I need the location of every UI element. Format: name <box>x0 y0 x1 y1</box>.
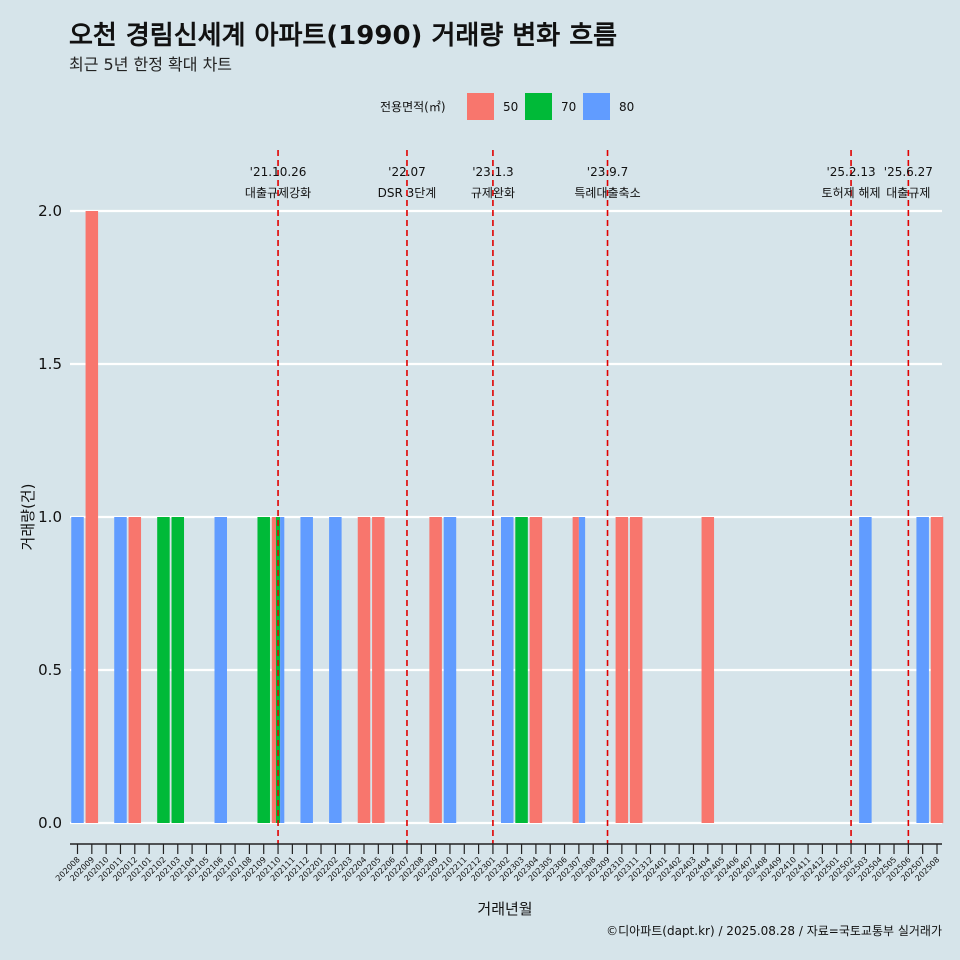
event-date: '23.1.3 <box>472 165 513 179</box>
bar-202507-80 <box>916 517 929 823</box>
bars <box>71 211 944 823</box>
bar-202204-50 <box>357 517 371 823</box>
event-date: '25.6.27 <box>884 165 933 179</box>
y-axis: 0.0 0.5 1.0 1.5 2.0 <box>38 202 62 832</box>
event-date: '21.10.26 <box>250 165 307 179</box>
bar-202008-80 <box>71 517 84 823</box>
event-date: '25.2.13 <box>826 165 875 179</box>
bar-202302-80 <box>501 517 514 823</box>
event-label: DSR 3단계 <box>378 186 437 200</box>
y-tick-label: 1.5 <box>38 355 62 373</box>
event-label: 토허제 해제 <box>822 186 881 200</box>
bar-202103-70 <box>171 517 185 823</box>
event-date: '22.07 <box>388 165 426 179</box>
bar-202311-50 <box>629 517 643 823</box>
event-label: 대출규제 <box>886 186 930 200</box>
bar-202202-80 <box>329 517 342 823</box>
legend-label-50: 50 <box>503 100 518 114</box>
bar-202503-80 <box>859 517 872 823</box>
bar-202112-80 <box>300 517 313 823</box>
event-label: 특례대출축소 <box>574 186 640 200</box>
x-axis-title: 거래년월 <box>477 900 532 918</box>
chart-title: 오천 경림신세계 아파트(1990) 거래량 변화 흐름 <box>69 21 617 51</box>
bar-202307-50 <box>572 517 579 823</box>
y-tick-label: 2.0 <box>38 202 62 220</box>
bar-202106-80 <box>214 517 227 823</box>
bar-202210-80 <box>443 517 457 823</box>
event-label: 대출규제강화 <box>245 186 311 200</box>
bar-202307-80 <box>578 517 586 823</box>
y-tick-label: 0.5 <box>38 661 62 679</box>
bar-202102-70 <box>157 517 170 823</box>
bar-202109-70 <box>257 517 270 823</box>
bar-202110-50 <box>271 517 276 823</box>
y-tick-label: 1.0 <box>38 508 62 526</box>
legend-swatch-80 <box>583 93 610 120</box>
bar-202209-50 <box>429 517 442 823</box>
y-tick-label: 0.0 <box>38 814 62 832</box>
legend-title: 전용면적(㎡) <box>380 100 446 114</box>
legend-swatch-70 <box>525 93 552 120</box>
event-label: 규제완화 <box>471 186 515 200</box>
chart-subtitle: 최근 5년 한정 확대 차트 <box>69 55 232 74</box>
source-caption: ©디아파트(dapt.kr) / 2025.08.28 / 자료=국토교통부 실… <box>606 924 942 938</box>
event-date: '23.9.7 <box>587 165 628 179</box>
bar-202303-70 <box>515 517 528 823</box>
bar-202012-50 <box>128 517 142 823</box>
legend-swatch-50 <box>467 93 494 120</box>
bar-202009-50 <box>85 211 99 823</box>
legend-label-80: 80 <box>619 100 634 114</box>
bar-202205-50 <box>372 517 385 823</box>
y-axis-title: 거래량(건) <box>19 484 37 551</box>
bar-202011-80 <box>114 517 127 823</box>
bar-202304-50 <box>529 517 543 823</box>
bar-202310-50 <box>615 517 629 823</box>
bar-202404-50 <box>701 517 715 823</box>
legend-label-70: 70 <box>561 100 576 114</box>
legend: 전용면적(㎡) 50 70 80 <box>380 93 634 120</box>
event-markers: '21.10.26 대출규제강화 '22.07 DSR 3단계 '23.1.3 규제완화 '… <box>245 150 933 844</box>
bar-202110-80 <box>280 517 285 823</box>
x-axis: 2020082020092020102020112020122021012021… <box>54 843 942 883</box>
bar-202508-50 <box>930 517 944 823</box>
